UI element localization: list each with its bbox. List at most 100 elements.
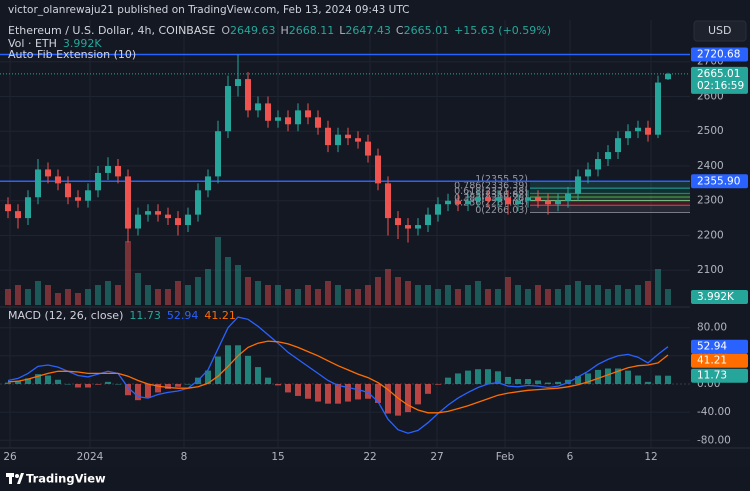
macd-histogram-bar	[365, 383, 371, 399]
volume-bar	[485, 289, 491, 305]
macd-histogram-bar	[75, 383, 81, 388]
candle-body	[585, 169, 591, 177]
level-tag-bg	[691, 47, 748, 62]
volume-bar	[535, 285, 541, 305]
volume-bar	[315, 289, 321, 305]
fib-label: 0.786(2336.39)	[454, 181, 528, 192]
currency-label: USD	[708, 24, 732, 37]
fib-band	[530, 196, 690, 201]
candle-body	[475, 197, 481, 201]
candle-body	[325, 127, 331, 146]
macd-histogram-bar	[635, 375, 641, 384]
macd-histogram-bar	[85, 383, 91, 388]
candle-body	[265, 103, 271, 121]
plot-area: 1(2355.52)0.786(2336.39)0.618(2321.28)0.…	[0, 20, 690, 448]
macd-tag-bg	[691, 368, 748, 383]
candle-body	[485, 197, 491, 201]
volume-bar	[195, 277, 201, 305]
candle-body	[515, 200, 521, 205]
macd-legend: MACD (12, 26, close) 11.73 52.94 41.21	[8, 309, 236, 322]
x-tick-label: 22	[363, 451, 376, 463]
macd-histogram-bar	[305, 383, 311, 399]
volume-bar	[565, 285, 571, 305]
candle-body	[185, 214, 191, 226]
candle-body	[15, 211, 21, 219]
macd-histogram-bar	[525, 379, 531, 384]
volume-bar	[275, 285, 281, 305]
y-tick-label: -80.00	[697, 434, 731, 446]
countdown: 02:16:59	[697, 80, 744, 92]
x-tick-label: 15	[271, 451, 284, 463]
fib-label: 0.382(2300.28)	[454, 193, 528, 204]
macd-histogram-bar	[555, 381, 561, 384]
candle-body	[465, 200, 471, 205]
macd-histogram-bar	[65, 383, 71, 385]
candle-body	[385, 183, 391, 219]
indicator-legend: Auto Fib Extension (10)	[8, 48, 136, 61]
candle-body	[145, 211, 151, 215]
volume-bar	[435, 289, 441, 305]
macd-title: MACD (12, 26, close)	[8, 309, 123, 322]
macd-histogram-bar	[335, 383, 341, 404]
open-value: 2649.63	[230, 24, 276, 37]
footer	[0, 467, 750, 491]
macd-histogram-bar	[665, 375, 671, 384]
volume-bar	[165, 289, 171, 305]
volume-bar	[45, 285, 51, 305]
y-tick-label: 2500	[697, 125, 724, 137]
fib-label: 0(2266.03)	[475, 205, 528, 216]
macd-histogram-bar	[165, 383, 171, 389]
open-key: O	[221, 24, 230, 37]
volume-tag-bg	[691, 290, 748, 304]
volume-bar	[35, 281, 41, 305]
low-key: L	[339, 24, 346, 37]
volume-bar	[225, 257, 231, 305]
macd-tag-bg	[691, 339, 748, 354]
candle-body	[205, 176, 211, 191]
macd-histogram-bar	[35, 374, 41, 384]
macd-histogram-bar	[105, 381, 111, 384]
y-tick-label: 80.00	[697, 322, 727, 334]
candle-body	[595, 159, 601, 170]
symbol-title: Ethereum / U.S. Dollar, 4h, COINBASE	[8, 24, 215, 37]
volume-bar	[125, 241, 131, 305]
candle-body	[225, 86, 231, 132]
volume-bar	[525, 289, 531, 305]
volume-bar	[325, 281, 331, 305]
macd-histogram-bar	[205, 370, 211, 384]
high-key: H	[280, 24, 288, 37]
candle-body	[435, 204, 441, 215]
fib-label: 0.5(2310.82)	[466, 189, 528, 200]
volume-bar	[475, 281, 481, 305]
volume-bar	[185, 285, 191, 305]
y-tick-label: 2400	[697, 160, 724, 172]
macd-histogram-bar	[215, 356, 221, 384]
candle-body	[35, 169, 41, 198]
candle-body	[445, 200, 451, 205]
y-tick-label: 2200	[697, 229, 724, 241]
fib-label: 0.236(2287.04)	[454, 198, 528, 209]
macd-tag: 41.21	[697, 355, 727, 367]
macd-histogram-bar	[395, 383, 401, 416]
candle-body	[525, 197, 531, 201]
macd-histogram-bar	[325, 383, 331, 404]
currency-button[interactable]	[693, 20, 747, 42]
macd-tag: 52.94	[697, 341, 727, 353]
macd-histogram-bar	[295, 383, 301, 396]
candle-body	[655, 82, 661, 135]
volume-bar	[205, 269, 211, 305]
symbol-legend: Ethereum / U.S. Dollar, 4h, COINBASE O264…	[8, 24, 551, 37]
volume-bar	[235, 265, 241, 305]
candle-body	[605, 152, 611, 160]
volume-bar	[635, 285, 641, 305]
volume-bar	[265, 285, 271, 305]
macd-histogram-bar	[15, 381, 21, 384]
fib-band	[530, 193, 690, 197]
candle-body	[635, 127, 641, 132]
candle-body	[545, 200, 551, 205]
volume-bar	[665, 289, 671, 305]
last-price-tag: 2665.01	[697, 68, 740, 80]
macd-histogram-bar	[385, 383, 391, 414]
candle-body	[25, 197, 31, 219]
macd-histogram-bar	[345, 383, 351, 402]
